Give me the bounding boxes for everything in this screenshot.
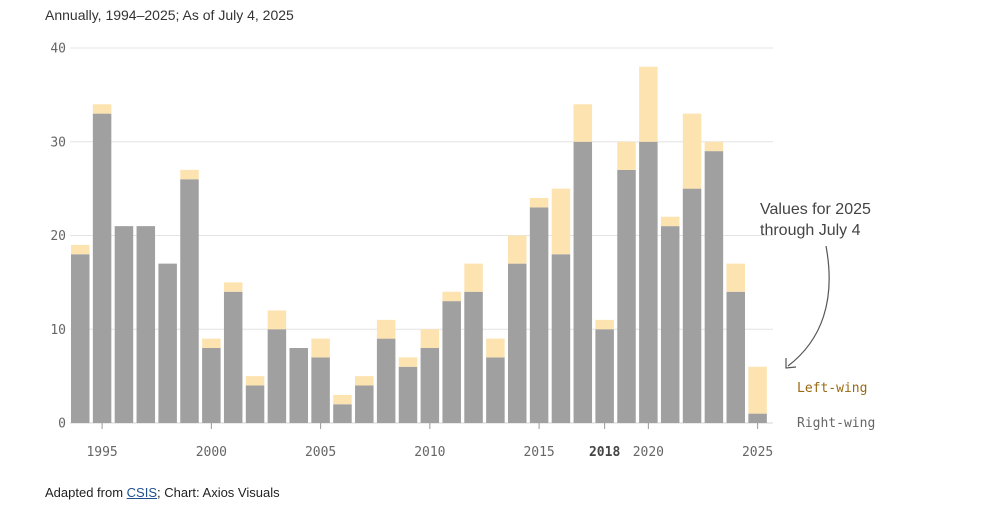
x-tick-label: 2000 [196, 445, 227, 460]
x-tick-label: 2025 [742, 445, 773, 460]
bar-left-wing [639, 66, 658, 142]
chart-subtitle: Annually, 1994–2025; As of July 4, 2025 [45, 7, 294, 23]
bar-left-wing [464, 263, 483, 292]
bars [71, 66, 767, 423]
bar-right-wing [71, 254, 90, 423]
bar-right-wing [114, 226, 134, 423]
x-tick-label: 1995 [86, 445, 117, 460]
bar-right-wing [660, 226, 680, 423]
y-tick-label: 40 [50, 42, 66, 57]
bar-right-wing [595, 329, 614, 423]
bar-right-wing [180, 179, 199, 423]
bar-left-wing [267, 310, 287, 330]
bar-left-wing [398, 357, 418, 367]
bar-left-wing [660, 216, 680, 227]
bar-left-wing [245, 376, 265, 386]
arrow-head-icon [785, 358, 797, 369]
source-suffix: ; Chart: Axios Visuals [157, 485, 280, 500]
bar-right-wing [726, 291, 745, 423]
bar-left-wing [311, 338, 330, 358]
bar-right-wing [420, 348, 440, 423]
bar-right-wing [508, 263, 527, 423]
x-axis-ticks: 1995 2000 2005 2010 2015 2018 2020 2025 [86, 423, 773, 460]
x-tick-label: 2020 [633, 445, 664, 460]
legend-right-wing: Right-wing [797, 416, 875, 431]
source-prefix: Adapted from [45, 485, 127, 500]
bar-right-wing [464, 291, 483, 423]
bar-right-wing [311, 357, 330, 423]
bar-left-wing [617, 141, 636, 170]
bar-right-wing [748, 413, 767, 423]
x-tick-label: 2015 [523, 445, 554, 460]
bar-left-wing [704, 141, 724, 152]
bar-left-wing [508, 235, 527, 264]
bar-left-wing [333, 394, 352, 405]
bar-right-wing [289, 348, 308, 423]
bar-left-wing [486, 338, 505, 358]
bar-right-wing [223, 291, 243, 423]
x-tick-label: 2018 [589, 445, 620, 460]
bar-left-wing [376, 319, 396, 339]
bar-right-wing [551, 254, 571, 423]
bar-left-wing [573, 104, 593, 142]
y-tick-label: 30 [50, 135, 66, 150]
bar-right-wing [158, 263, 177, 423]
bar-left-wing [748, 366, 767, 414]
bar-left-wing [355, 376, 374, 386]
bar-right-wing [355, 385, 374, 423]
y-axis-ticks: 0 10 20 30 40 [50, 42, 66, 432]
bar-right-wing [617, 169, 636, 423]
annotation-line-2: through July 4 [760, 222, 861, 239]
bar-right-wing [639, 141, 658, 423]
bar-right-wing [376, 338, 396, 423]
bar-right-wing [442, 301, 461, 423]
bar-left-wing [595, 319, 614, 330]
bar-left-wing [180, 169, 199, 180]
bar-left-wing [420, 329, 440, 348]
bar-right-wing [704, 151, 724, 423]
bar-right-wing [333, 404, 352, 423]
bar-left-wing [551, 188, 571, 255]
bar-left-wing [726, 263, 745, 292]
bar-right-wing [398, 366, 418, 423]
bar-right-wing [202, 348, 221, 423]
y-tick-label: 0 [58, 417, 66, 432]
bar-right-wing [92, 113, 112, 423]
bar-left-wing [92, 104, 112, 114]
annotation-line-1: Values for 2025 [760, 201, 871, 218]
bar-left-wing [682, 113, 702, 189]
bar-right-wing [529, 207, 549, 423]
bar-right-wing [136, 226, 156, 423]
bar-right-wing [573, 141, 593, 423]
source-note: Adapted from CSIS; Chart: Axios Visuals [45, 485, 280, 500]
x-tick-label: 2010 [414, 445, 445, 460]
bar-right-wing [267, 329, 287, 423]
y-tick-label: 10 [50, 323, 66, 338]
bar-left-wing [202, 338, 221, 348]
bar-left-wing [529, 198, 549, 208]
y-tick-label: 20 [50, 229, 66, 244]
bar-right-wing [486, 357, 505, 423]
source-link[interactable]: CSIS [126, 485, 157, 500]
legend-left-wing: Left-wing [797, 381, 867, 396]
bar-right-wing [245, 385, 265, 423]
bar-right-wing [682, 188, 702, 423]
bar-left-wing [442, 291, 461, 302]
annotation-arrow [787, 245, 830, 367]
bar-left-wing [71, 244, 90, 255]
bar-left-wing [223, 282, 243, 292]
x-tick-label: 2005 [305, 445, 336, 460]
